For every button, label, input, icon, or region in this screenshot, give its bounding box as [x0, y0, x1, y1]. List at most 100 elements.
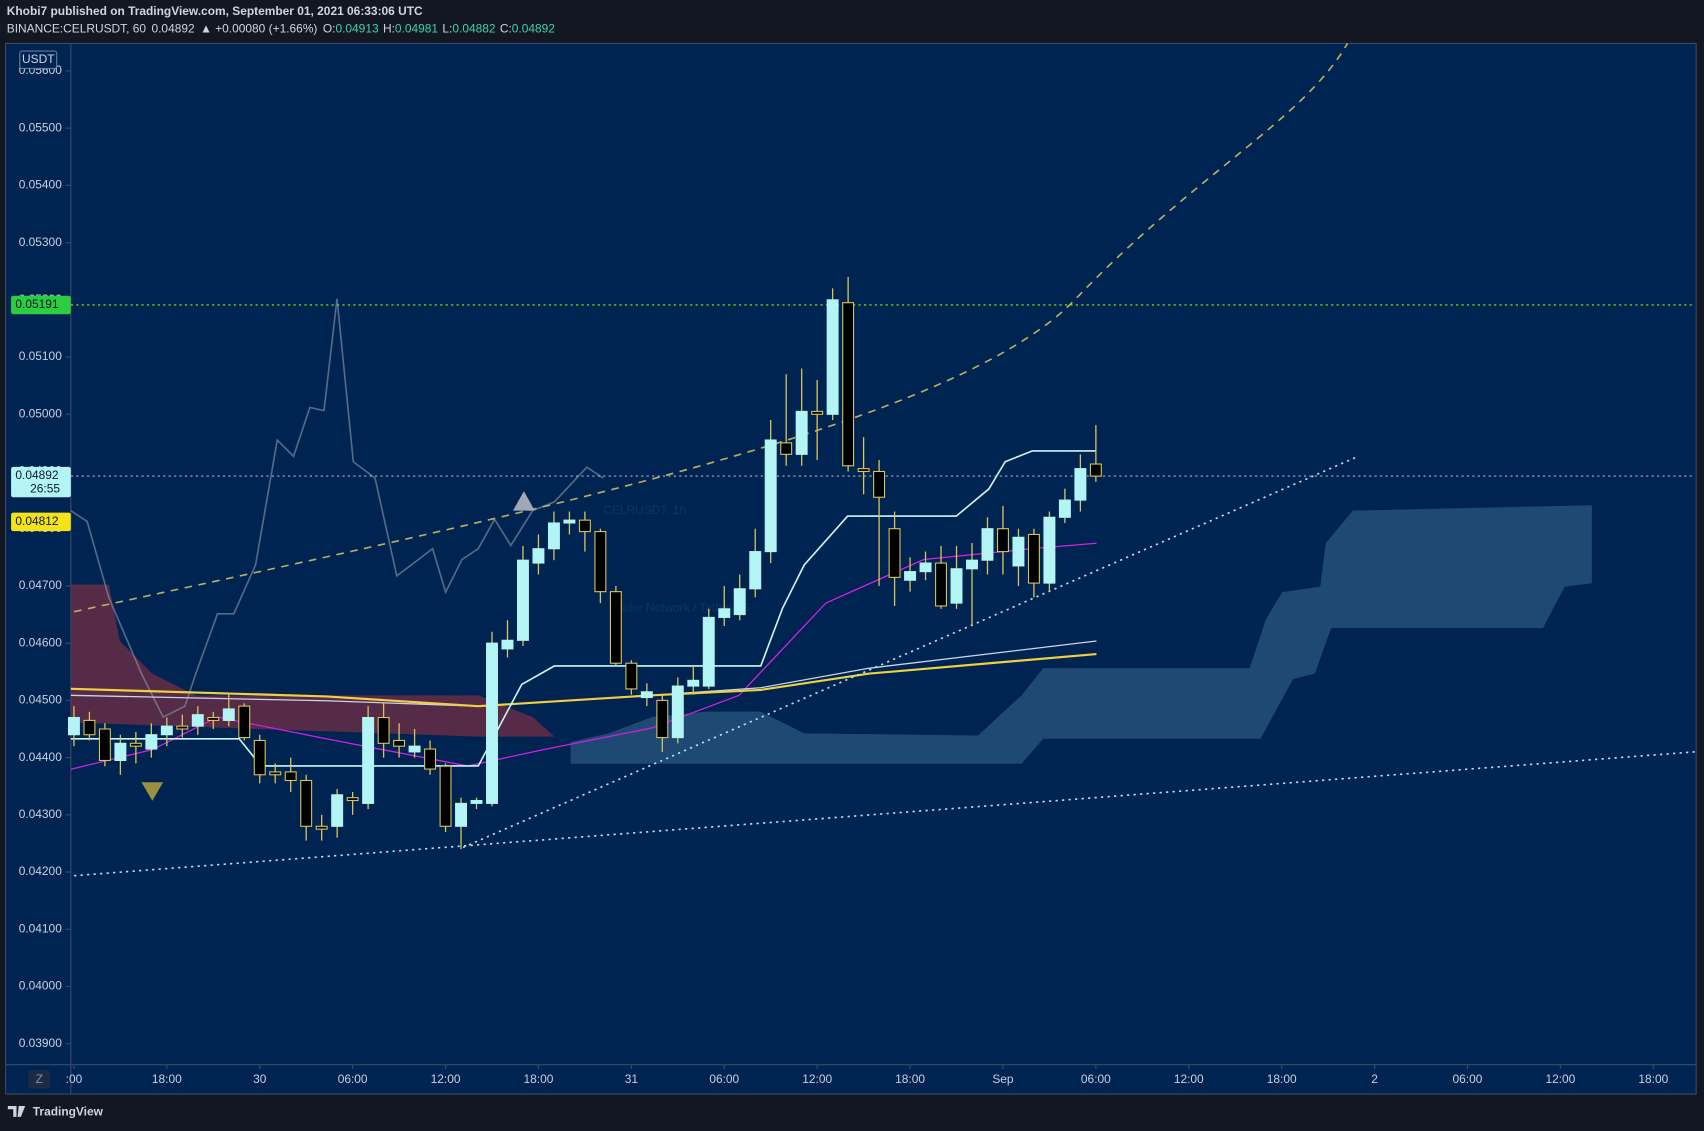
moving-average — [70, 542, 1097, 770]
x-tick-label: 06:00 — [1081, 1072, 1111, 1086]
watermark-name: Celer Network / TetherUS — [614, 601, 749, 615]
candle-body — [1043, 516, 1056, 584]
candle-body — [718, 608, 731, 618]
candle-body — [486, 642, 498, 804]
zoom-button[interactable] — [28, 1070, 51, 1089]
candle-body — [98, 728, 111, 762]
candle-body — [408, 745, 421, 753]
candle-body — [780, 442, 793, 455]
candle-body — [764, 439, 777, 553]
x-tick-label: 06:00 — [1453, 1072, 1483, 1086]
candle-body — [640, 691, 653, 699]
y-tick-label: 0.05400 — [19, 178, 63, 192]
x-tick-label: 12:00 — [1174, 1072, 1204, 1086]
candle-body — [176, 725, 189, 730]
candle-body — [1027, 533, 1040, 584]
candle-body — [625, 662, 638, 690]
x-tick-label: 18:00 — [895, 1072, 925, 1086]
candle-body — [749, 551, 762, 590]
candle-body — [671, 685, 684, 739]
y-tick-label: 0.04700 — [19, 578, 63, 592]
price-label: 0.04812 — [15, 514, 59, 528]
candle-body — [346, 797, 359, 802]
candle-body — [904, 571, 917, 581]
ohlc-label: L: — [442, 21, 452, 35]
trend-curve — [73, 43, 1349, 613]
candle-body — [733, 588, 746, 616]
header-quote: BINANCE:CELRUSDT, 60 0.04892 ▲ +0.00080 (+… — [7, 21, 556, 35]
candle-body — [594, 531, 607, 593]
signal-down — [141, 782, 164, 801]
x-tick-label: 12:00 — [802, 1072, 832, 1086]
candle-body — [424, 748, 437, 770]
y-tick-label: 0.04600 — [19, 635, 63, 649]
candle-body — [83, 719, 96, 736]
y-tick-label: 0.03900 — [19, 1036, 63, 1050]
candle-body — [455, 802, 468, 827]
candle-body — [888, 528, 901, 578]
candle-body — [981, 528, 994, 561]
candle-body — [578, 519, 591, 533]
conversion-line — [70, 450, 1097, 767]
x-tick-label: 18:00 — [152, 1072, 182, 1086]
candle-body — [207, 717, 220, 721]
price-label-box — [11, 466, 71, 498]
candle-body — [331, 794, 344, 827]
candle-body — [1058, 499, 1071, 518]
candle-body — [470, 799, 483, 804]
ichimoku-cloud-bear — [70, 584, 555, 737]
candle-body — [129, 742, 142, 747]
ohlc-value: 0.04913 — [335, 21, 379, 35]
candle-body — [966, 559, 978, 570]
candle-body — [842, 302, 855, 467]
y-tick-label: 0.04400 — [19, 750, 63, 764]
candle-body — [300, 779, 313, 827]
price-label-box — [11, 512, 71, 532]
ohlc-label: C: — [500, 21, 512, 35]
candle-body — [656, 699, 669, 739]
x-tick-label: 12:00 — [431, 1072, 461, 1086]
symbol: BINANCE:CELRUSDT, 60 — [7, 21, 147, 35]
currency: USDT — [22, 52, 55, 66]
y-tick-label: 0.04000 — [19, 979, 63, 993]
candle-body — [857, 468, 870, 473]
header-title: Khobi7 published on TradingView.com, Sep… — [7, 4, 423, 18]
candle-body — [238, 705, 251, 739]
candle-body — [609, 591, 622, 664]
candle-body — [315, 825, 328, 830]
candle-body — [516, 559, 529, 641]
ohlc-label: O: — [323, 21, 336, 35]
y-tick-label: 0.05300 — [19, 235, 63, 249]
candle-body — [284, 771, 297, 782]
candle-body — [563, 519, 576, 524]
y-tick-label: 0.04100 — [19, 921, 63, 935]
x-tick-label: 18:00 — [1267, 1072, 1297, 1086]
candle-body — [950, 568, 963, 604]
x-tick-label: Sep — [992, 1072, 1014, 1086]
candle-body — [160, 725, 173, 736]
candle-body — [439, 765, 452, 827]
candle-body — [377, 717, 390, 744]
candle-body — [935, 562, 948, 607]
ohlc-value: 0.04892 — [512, 21, 556, 35]
candle-body — [191, 714, 204, 727]
countdown: 26:55 — [30, 481, 60, 495]
candle-body — [826, 299, 839, 415]
x-tick-label: 06:00 — [338, 1072, 368, 1086]
brand: TradingView — [33, 1105, 104, 1119]
price-label: 0.05191 — [15, 297, 59, 311]
y-tick-label: 0.04300 — [19, 807, 63, 821]
candle-body — [811, 410, 824, 415]
ohlc-value: 0.04882 — [452, 21, 496, 35]
candle-body — [1012, 536, 1025, 567]
candle-body — [269, 771, 282, 776]
x-tick-label: 06:00 — [709, 1072, 739, 1086]
y-tick-label: 0.04500 — [19, 693, 63, 707]
candle-body — [222, 708, 235, 721]
change: ▲ +0.00080 (+1.66%) — [200, 21, 317, 35]
x-tick-label: 18:00 — [524, 1072, 554, 1086]
candle-body — [1074, 468, 1087, 501]
zoom-label[interactable]: Z — [36, 1072, 43, 1086]
header-title-text: Khobi7 published on TradingView.com, Sep… — [7, 4, 423, 18]
candle-body — [145, 734, 158, 750]
